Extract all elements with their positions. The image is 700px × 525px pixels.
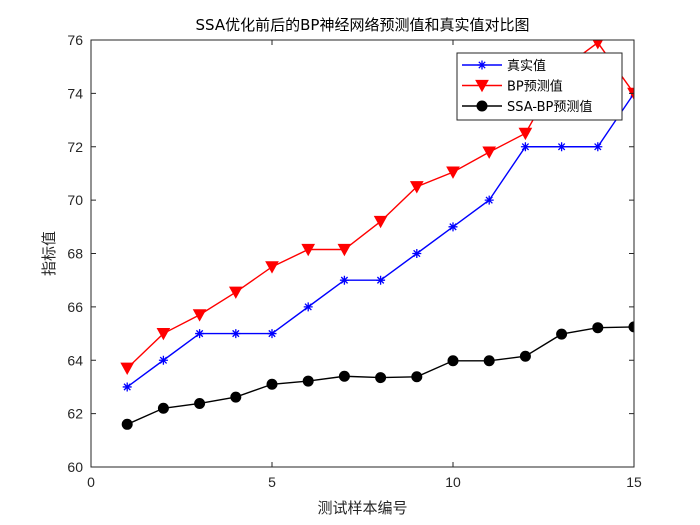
data-point bbox=[409, 181, 424, 194]
data-point bbox=[412, 249, 422, 258]
x-tick-label: 15 bbox=[626, 474, 642, 490]
data-point bbox=[303, 302, 313, 312]
data-point bbox=[628, 321, 634, 333]
legend-label: 真实值 bbox=[507, 58, 546, 74]
legend-label: SSA-BP预测值 bbox=[507, 99, 592, 115]
data-point bbox=[231, 329, 241, 339]
x-tick-label: 10 bbox=[445, 474, 461, 490]
data-point bbox=[483, 355, 495, 367]
legend-marker bbox=[477, 60, 487, 70]
y-tick-label: 74 bbox=[67, 85, 83, 101]
data-point bbox=[375, 372, 387, 384]
data-point bbox=[228, 286, 243, 299]
series-3 bbox=[121, 321, 634, 430]
y-axis-label: 指标值 bbox=[40, 231, 58, 276]
ticks-layer: 0 5 10 15 60 62 64 66 68 70 72 74 76 bbox=[67, 32, 642, 490]
y-tick-label: 70 bbox=[67, 192, 83, 208]
legend-marker bbox=[476, 100, 488, 112]
data-point bbox=[593, 142, 603, 152]
data-point bbox=[156, 327, 171, 341]
data-point bbox=[120, 362, 135, 375]
y-tick-label: 64 bbox=[67, 352, 83, 368]
data-point bbox=[158, 355, 168, 365]
data-point bbox=[592, 40, 604, 50]
y-tick-label: 72 bbox=[67, 139, 83, 155]
data-point bbox=[121, 418, 133, 430]
y-tick-label: 66 bbox=[67, 299, 83, 315]
data-point bbox=[339, 275, 349, 285]
data-point bbox=[195, 329, 205, 339]
data-point bbox=[338, 370, 350, 382]
legend-label: BP预测值 bbox=[507, 79, 563, 95]
data-point bbox=[157, 402, 169, 414]
data-point bbox=[446, 166, 460, 179]
data-point bbox=[230, 391, 242, 403]
data-point bbox=[192, 309, 207, 322]
y-tick-label: 62 bbox=[67, 406, 83, 422]
data-point bbox=[556, 328, 568, 340]
y-tick-label: 60 bbox=[67, 459, 83, 475]
data-point bbox=[448, 222, 458, 232]
data-point bbox=[301, 243, 316, 257]
y-tick-label: 76 bbox=[67, 32, 83, 48]
legend: 真实值 BP预测值 SSA-BP预测值 bbox=[456, 52, 623, 121]
data-point bbox=[266, 378, 278, 390]
data-point bbox=[265, 261, 279, 274]
data-point bbox=[267, 329, 277, 339]
data-point bbox=[518, 127, 533, 141]
legend-marker bbox=[475, 79, 489, 93]
data-point bbox=[520, 142, 530, 152]
data-point bbox=[484, 195, 494, 205]
data-point bbox=[447, 355, 459, 367]
data-point bbox=[557, 142, 567, 152]
x-tick-label: 5 bbox=[268, 474, 276, 490]
data-point bbox=[519, 350, 531, 362]
data-point bbox=[194, 397, 206, 409]
y-tick-label: 68 bbox=[67, 246, 83, 262]
data-point bbox=[411, 371, 423, 383]
series-1 bbox=[122, 88, 634, 392]
data-point bbox=[592, 322, 604, 334]
x-axis-label: 测试样本编号 bbox=[317, 499, 407, 517]
data-point bbox=[376, 275, 386, 285]
data-point bbox=[337, 243, 352, 257]
data-point bbox=[373, 215, 388, 229]
data-point bbox=[302, 375, 314, 387]
data-point bbox=[482, 146, 497, 159]
chart-title: SSA优化前后的BP神经网络预测值和真实值对比图 bbox=[196, 16, 530, 34]
data-point bbox=[122, 382, 132, 392]
x-tick-label: 0 bbox=[87, 474, 95, 490]
